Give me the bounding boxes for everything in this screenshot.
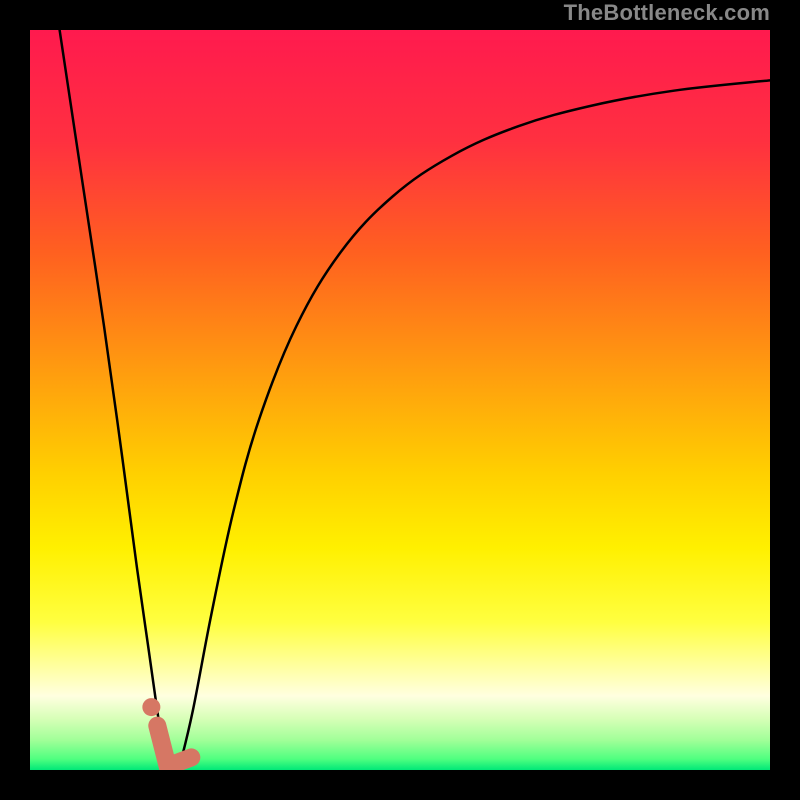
watermark-text: TheBottleneck.com [564, 0, 770, 26]
optimum-marker-dot [142, 698, 160, 716]
bottleneck-chart [30, 30, 770, 770]
chart-background [30, 30, 770, 770]
